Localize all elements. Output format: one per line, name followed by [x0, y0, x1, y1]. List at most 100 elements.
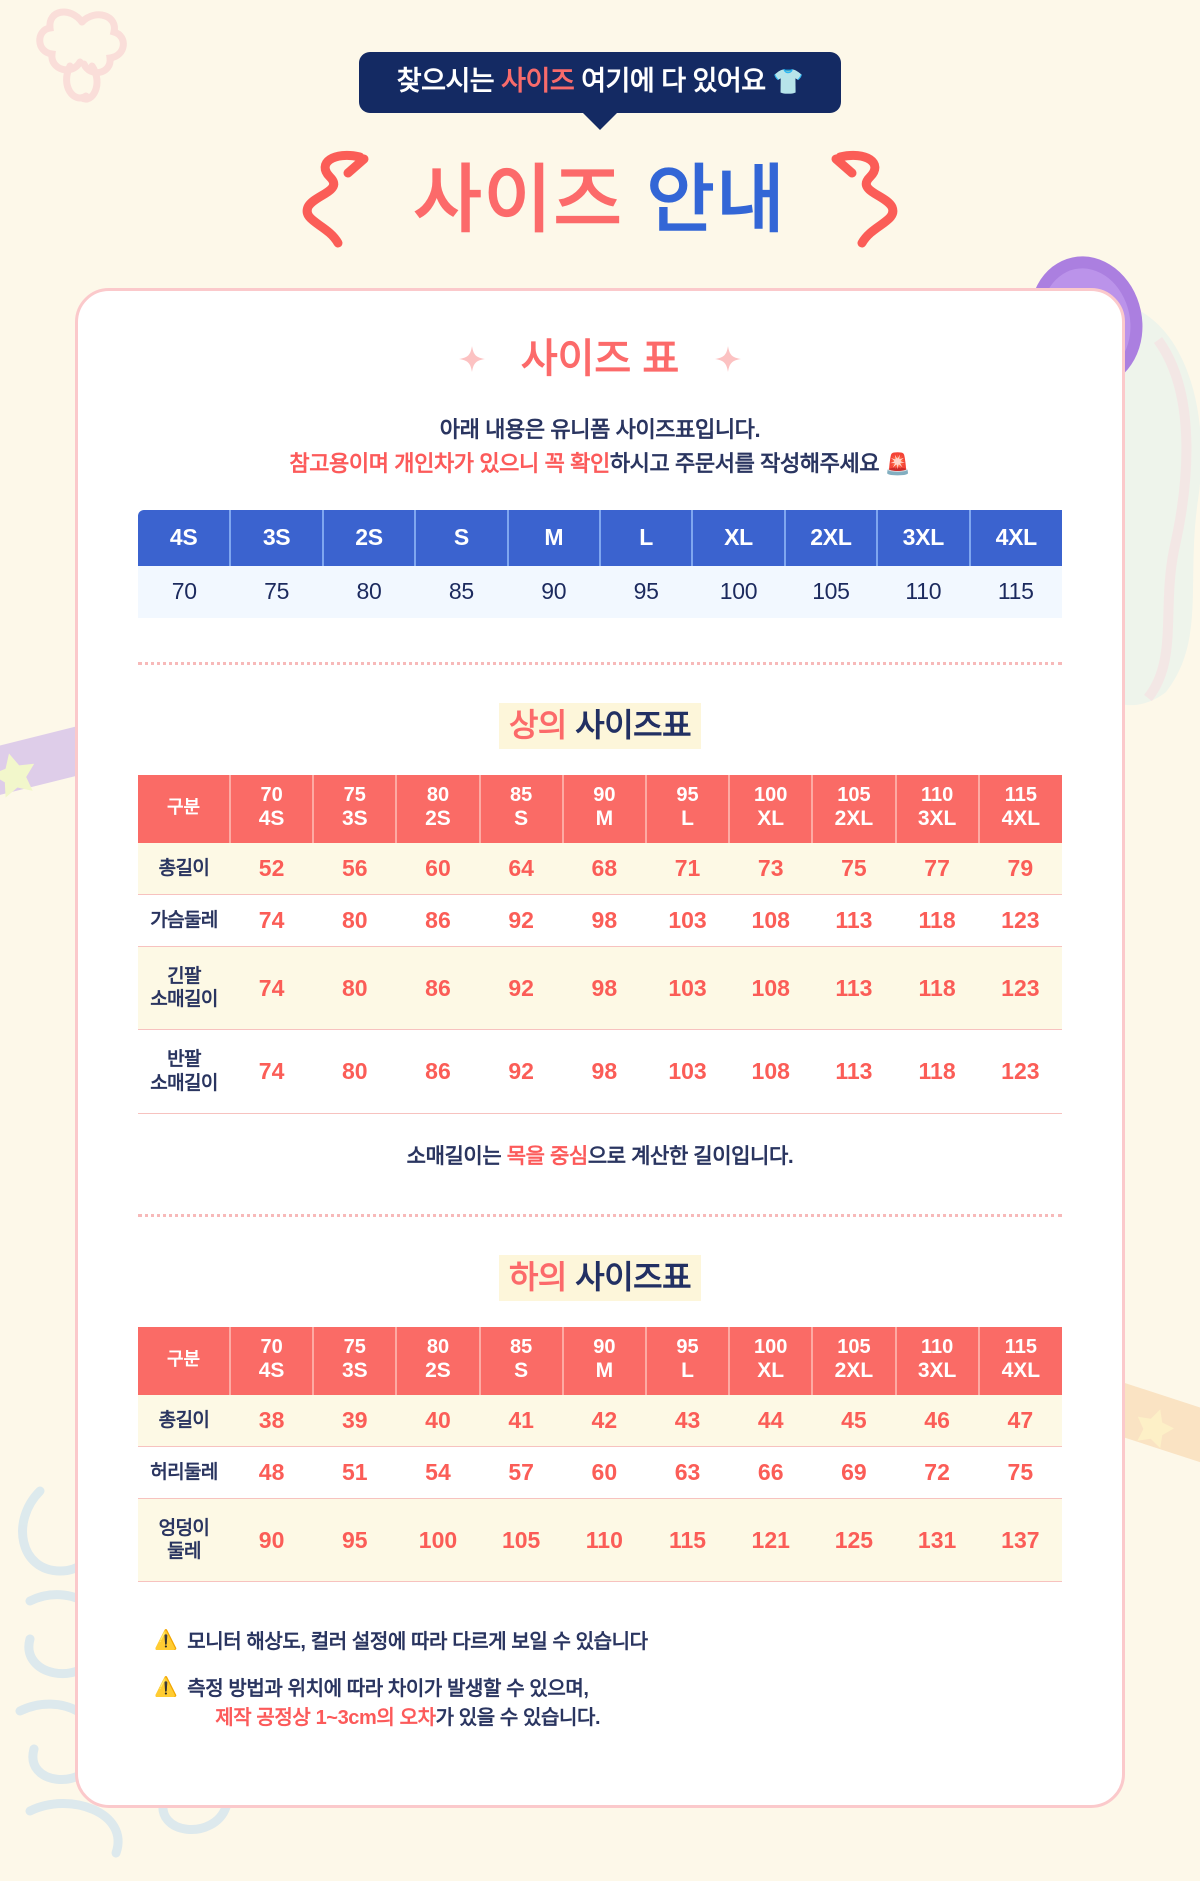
row-label-line2: 둘레	[167, 1541, 201, 1563]
row-value: 113	[812, 1029, 896, 1114]
bottom-table-col-head: 85 S	[479, 1326, 564, 1396]
row-value: 121	[729, 1498, 813, 1583]
row-value: 38	[230, 1395, 314, 1448]
row-value: 108	[729, 946, 813, 1031]
row-value: 92	[479, 946, 563, 1031]
col-num: 105	[837, 1335, 871, 1358]
size-strip-value-cell: 95	[599, 565, 693, 618]
header-ribbon-banner: 찾으시는 사이즈 여기에 다 있어요 👕	[358, 52, 842, 113]
size-strip-head-cell: XL	[692, 509, 786, 566]
table-row: 반팔 소매길이 74 80 86 92 98 103 108 113 118 12…	[138, 1029, 1062, 1114]
row-value: 42	[562, 1395, 646, 1448]
top-table-header-row: 구분 70 4S 75 3S 80 2S 85 S 90 M 95 L 100 XL 105 2…	[138, 774, 1062, 843]
ribbon-text-pre: 찾으시는	[396, 66, 502, 96]
size-guide-card: 사이즈 표 아래 내용은 유니폼 사이즈표입니다. 참고용이며 개인차가 있으니…	[75, 288, 1125, 1809]
sparkle-icon-left	[458, 346, 485, 372]
size-strip-head-cell: M	[507, 509, 601, 566]
row-value: 57	[479, 1446, 563, 1500]
main-title-row: 사이즈 안내	[0, 147, 1200, 252]
col-num: 75	[343, 1335, 366, 1358]
col-size: L	[681, 807, 694, 831]
row-value: 110	[562, 1498, 646, 1583]
col-num: 70	[260, 1335, 283, 1358]
col-num: 85	[510, 1335, 533, 1358]
table-row: 총길이 52 56 60 64 68 71 73 75 77 79	[138, 843, 1062, 895]
tshirt-emoji-icon: 👕	[772, 68, 804, 96]
row-value: 64	[479, 843, 563, 895]
card-title: 사이즈 표	[520, 337, 680, 381]
row-value: 74	[230, 894, 314, 947]
bottom-table-header-row: 구분 70 4S 75 3S 80 2S 85 S 90 M 95 L 100 XL 105 2…	[138, 1326, 1062, 1396]
row-value: 73	[729, 843, 813, 895]
row-value: 80	[313, 1029, 397, 1114]
caution-list: ⚠️ 모니터 해상도, 컬러 설정에 따라 다르게 보일 수 있습니다 ⚠️ 측…	[138, 1628, 1062, 1733]
row-value: 86	[396, 1029, 480, 1114]
col-size: 3S	[341, 1359, 368, 1383]
col-size: M	[595, 807, 614, 831]
caution-text-2-rest: 가 있을 수 있습니다.	[435, 1707, 601, 1730]
col-num: 85	[510, 783, 533, 806]
caution-item-1: ⚠️ 모니터 해상도, 컬러 설정에 따라 다르게 보일 수 있습니다	[154, 1628, 1062, 1657]
row-label: 총길이	[138, 843, 230, 895]
caution-text-2-red: 제작 공정상 1~3cm의 오차	[215, 1707, 436, 1730]
bottom-section-heading: 하의 사이즈표	[138, 1254, 1062, 1301]
col-size: S	[514, 807, 529, 831]
row-value: 46	[895, 1395, 979, 1448]
row-value: 108	[729, 894, 813, 947]
col-num: 80	[426, 783, 450, 806]
row-label-line2: 소매길이	[150, 1072, 218, 1094]
top-table-col-head: 115 4XL	[978, 774, 1062, 843]
size-strip-value-cell: 80	[322, 565, 416, 618]
warning-emoji-icon: ⚠️	[154, 1677, 178, 1699]
row-value: 113	[812, 946, 896, 1031]
col-num: 80	[426, 1335, 450, 1358]
row-value: 118	[895, 946, 979, 1031]
row-value: 98	[562, 894, 646, 947]
col-num: 95	[676, 1335, 699, 1358]
col-num: 95	[676, 783, 699, 806]
bottom-table-gubun-cell: 구분	[138, 1326, 231, 1396]
row-value: 77	[895, 843, 979, 895]
bottom-heading-coral: 하의	[508, 1258, 567, 1295]
bottom-heading-navy: 사이즈표	[566, 1258, 692, 1295]
top-table-col-head: 80 2S	[396, 774, 481, 843]
col-size: 4S	[258, 1359, 285, 1383]
row-label-line1: 반팔	[167, 1049, 201, 1071]
col-size: 4XL	[1001, 1359, 1041, 1383]
top-table-col-head: 100 XL	[729, 774, 814, 843]
col-num: 100	[754, 783, 788, 806]
bottom-table-col-head: 70 4S	[230, 1326, 315, 1396]
top-table-col-head: 90 M	[562, 774, 647, 843]
row-value: 103	[645, 1029, 730, 1114]
row-label: 가슴둘레	[138, 894, 230, 947]
row-value: 68	[562, 843, 646, 895]
row-value: 63	[645, 1446, 730, 1500]
intro-line-2-red: 참고용이며 개인차가 있으니 꼭 확인	[289, 451, 610, 477]
col-num: 90	[593, 783, 616, 806]
row-value: 103	[645, 946, 730, 1031]
row-value: 90	[230, 1498, 314, 1583]
size-strip-value-cell: 85	[415, 565, 508, 618]
bottom-size-table: 구분 70 4S 75 3S 80 2S 85 S 90 M 95 L 100 XL 105 2…	[138, 1326, 1062, 1583]
col-size: 2S	[425, 1359, 451, 1383]
row-value: 118	[895, 894, 979, 947]
top-table-col-head: 70 4S	[230, 774, 315, 843]
row-value: 79	[978, 843, 1062, 895]
bottom-table-col-head: 110 3XL	[895, 1326, 980, 1396]
row-value: 80	[313, 946, 397, 1031]
row-value: 105	[479, 1498, 563, 1583]
row-value: 72	[895, 1446, 979, 1500]
row-value: 74	[230, 946, 314, 1031]
top-table-col-head: 110 3XL	[895, 774, 980, 843]
col-num: 100	[754, 1335, 788, 1358]
bottom-table-col-head: 100 XL	[729, 1326, 814, 1396]
row-label-line1: 긴팔	[167, 966, 201, 987]
size-strip-table: 4S 3S 2S S M L XL 2XL 3XL 4XL 70 75 80	[138, 509, 1062, 618]
col-size: XL	[757, 807, 785, 831]
top-section-heading: 상의 사이즈표	[138, 702, 1062, 749]
row-value: 41	[479, 1395, 563, 1448]
row-value: 123	[978, 1029, 1062, 1114]
row-label: 긴팔 소매길이	[138, 946, 230, 1031]
table-row: 허리둘레 48 51 54 57 60 63 66 69 72 75	[138, 1446, 1062, 1500]
page-title-blue: 안내	[646, 157, 787, 241]
